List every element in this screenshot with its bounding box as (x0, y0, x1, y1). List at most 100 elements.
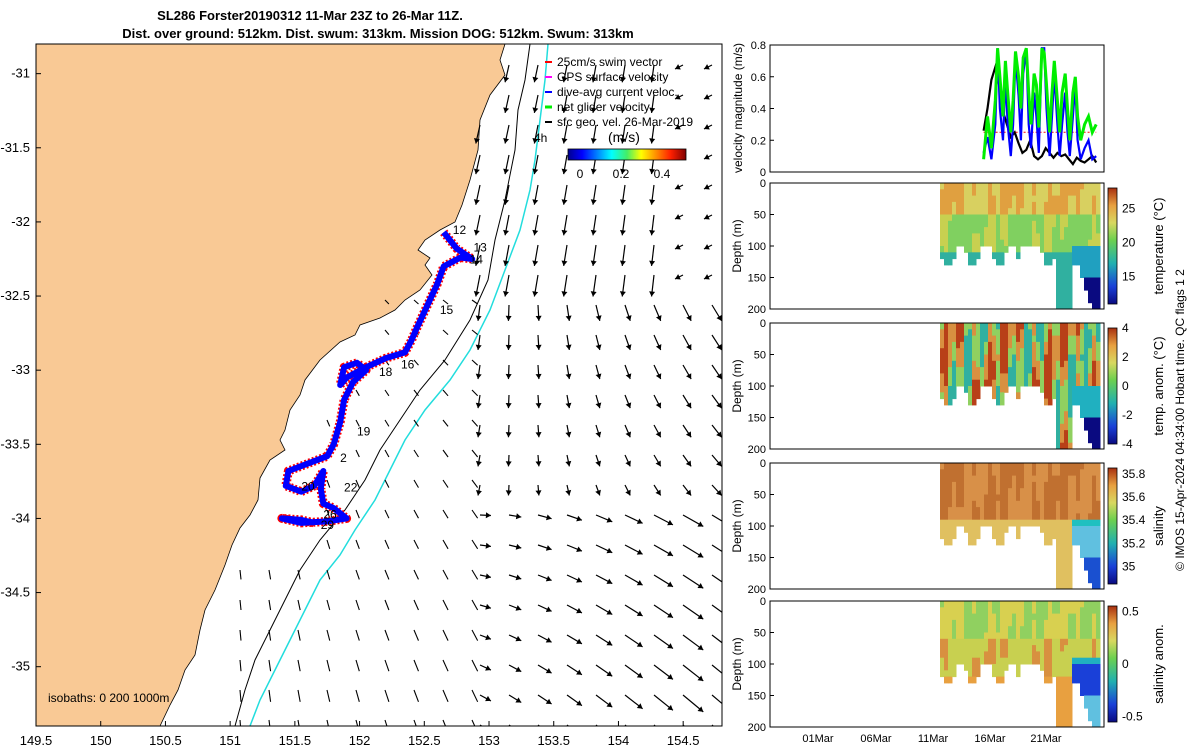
section-cell (956, 607, 961, 615)
section-cell (984, 195, 989, 203)
section-cell (1072, 494, 1077, 502)
section-cell (1020, 513, 1025, 521)
vector-arrowhead (535, 373, 542, 380)
section-cell (1096, 183, 1101, 190)
section-cell (1064, 632, 1069, 640)
section-cell (1024, 360, 1029, 368)
section-cell (1032, 214, 1037, 222)
section-cell (1048, 258, 1053, 266)
section-cell (1096, 220, 1101, 228)
section-cell (1020, 208, 1025, 215)
section-cell (1032, 220, 1037, 228)
vector-arrowhead (704, 124, 710, 130)
section-cell (952, 500, 957, 508)
section-cell (992, 348, 997, 355)
vector-arrowhead (475, 489, 482, 496)
section-cell (1040, 360, 1045, 368)
section-cell (972, 626, 977, 633)
section-cell (1040, 341, 1045, 349)
section-cell (1084, 208, 1089, 215)
section-cell (1028, 367, 1033, 374)
section-cell (1096, 341, 1101, 349)
section-cell (1092, 708, 1097, 715)
section-cell (960, 626, 965, 633)
day-label: 15 (440, 303, 454, 317)
section-cell (960, 651, 965, 659)
section-cell (1068, 360, 1073, 368)
section-cell (1024, 500, 1029, 508)
section-cell (1088, 348, 1093, 355)
vector-arrowhead (655, 402, 662, 409)
section-cell (968, 220, 973, 228)
section-cell (1084, 513, 1089, 521)
section-cell (1008, 227, 1013, 234)
section-cell (1088, 354, 1093, 362)
section-cell (948, 601, 953, 608)
section-cell (1092, 201, 1097, 209)
section-cell (1064, 379, 1069, 387)
section-cell (1012, 601, 1017, 608)
vector-arrowhead (515, 666, 522, 672)
section-cell (976, 329, 981, 337)
section-cell (1084, 379, 1089, 387)
section-cell (1028, 601, 1033, 608)
section-cell (1008, 341, 1013, 349)
section-cell (976, 645, 981, 652)
section-cell (1064, 613, 1069, 621)
section-cell (1044, 538, 1049, 546)
section-cell (1072, 500, 1077, 508)
section-cell (1064, 582, 1069, 590)
section-cell (968, 645, 973, 652)
section-cell (984, 379, 989, 387)
section-cell (1028, 239, 1033, 247)
vector-arrowhead (565, 431, 572, 438)
vector-arrowhead (565, 489, 572, 496)
section-cell (1072, 233, 1077, 241)
section-cell (1064, 283, 1069, 291)
section-cell (1076, 386, 1081, 393)
section-cell (980, 500, 985, 508)
section-cell (1052, 494, 1057, 502)
section-cell (1012, 613, 1017, 621)
vector-arrowhead (565, 402, 572, 409)
section-cell (948, 323, 953, 330)
section-cell (1056, 183, 1061, 190)
vector-arrowhead (545, 514, 552, 521)
section-cell (1064, 601, 1069, 608)
section-cell (1088, 513, 1093, 521)
section-cell (1028, 500, 1033, 508)
section-cell (976, 651, 981, 659)
section-cell (1056, 258, 1061, 266)
section-cell (988, 354, 993, 362)
section-cell (1064, 220, 1069, 228)
section-cell (976, 664, 981, 671)
section-cell (940, 657, 945, 665)
section-cell (1060, 563, 1065, 571)
section-cell (1068, 302, 1073, 310)
section-cell (1008, 329, 1013, 337)
section-cell (1080, 264, 1085, 272)
section-cell (1092, 296, 1097, 304)
section-cell (1032, 632, 1037, 640)
section-cell (1008, 607, 1013, 615)
section-cell (1040, 626, 1045, 633)
section-cell (964, 607, 969, 615)
section-cell (1068, 183, 1073, 190)
section-cell (948, 258, 953, 266)
map-ytick-label: -32 (11, 214, 30, 229)
section-cell (964, 626, 969, 633)
vector-arrowhead (697, 552, 704, 558)
section-cell (1064, 264, 1069, 272)
map-xtick-label: 152 (349, 733, 371, 748)
section-cell (960, 601, 965, 608)
section-cell (1044, 613, 1049, 621)
section-cell (1072, 638, 1077, 646)
section-cell (1036, 195, 1041, 203)
section-cell (1088, 183, 1093, 190)
section-cell (976, 373, 981, 381)
section-cell (1072, 367, 1077, 374)
section-cell (976, 607, 981, 615)
section-cell (940, 475, 945, 483)
